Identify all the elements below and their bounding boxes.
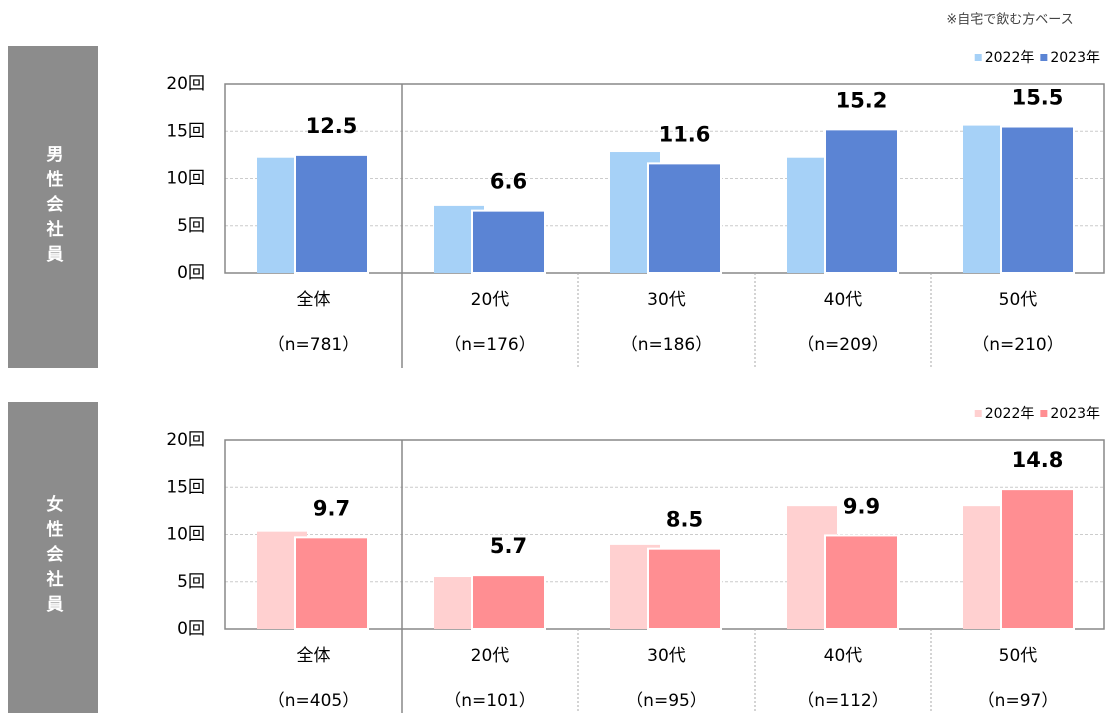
x-tick-label: 20代 [471,290,510,310]
value-label: 9.9 [843,494,880,518]
y-tick-label: 5回 [177,216,205,236]
y-tick-label: 15回 [166,121,205,141]
side-label-box: 男性会社員 [8,46,98,368]
bar [1000,488,1075,631]
side-label: 男性会社員 [42,144,63,270]
y-tick-label: 20回 [166,74,205,94]
x-tick-label: 全体 [297,646,331,666]
sample-size: （n=176） [444,335,535,355]
x-tick-label: 50代 [999,290,1038,310]
y-tick-label: 20回 [166,430,205,450]
value-label: 14.8 [1012,448,1064,472]
legend-label: 2022年 [985,50,1035,66]
bar [824,128,899,274]
bar [294,153,369,274]
x-tick-label: 40代 [824,290,863,310]
y-tick-label: 0回 [177,263,205,283]
y-tick-label: 0回 [177,619,205,639]
value-label: 9.7 [313,496,350,520]
y-tick-label: 10回 [166,169,205,189]
y-tick-label: 10回 [166,525,205,545]
side-label-box: 女性会社員 [8,402,98,713]
legend-label: 2022年 [985,406,1035,422]
legend-swatch [974,54,982,61]
y-tick-label: 5回 [177,572,205,592]
sample-size: （n=405） [268,691,359,711]
sample-size: （n=95） [626,691,707,711]
side-label: 女性会社員 [42,495,63,620]
bar [647,162,722,275]
value-label: 8.5 [666,508,703,532]
value-label: 5.7 [490,534,527,558]
note: ※自宅で飲む方ベース [946,12,1073,28]
value-label: 15.2 [836,88,888,112]
value-label: 12.5 [306,114,358,138]
x-tick-label: 20代 [471,646,510,666]
value-label: 11.6 [659,122,711,146]
x-tick-label: 50代 [999,646,1038,666]
legend-label: 2023年 [1050,50,1100,66]
sample-size: （n=97） [978,691,1059,711]
sample-size: （n=112） [797,691,888,711]
legend-label: 2023年 [1050,406,1100,422]
sample-size: （n=209） [797,335,888,355]
sample-size: （n=101） [444,691,535,711]
legend-swatch [974,410,982,417]
value-label: 15.5 [1012,86,1064,110]
bar [471,574,546,631]
x-tick-label: 30代 [647,646,686,666]
sample-size: （n=210） [972,335,1063,355]
x-tick-label: 全体 [297,290,331,310]
value-label: 6.6 [490,170,527,194]
x-tick-label: 30代 [647,290,686,310]
bar [824,534,899,631]
bar [294,536,369,631]
bar [471,209,546,275]
legend-swatch [1040,54,1048,61]
sample-size: （n=781） [268,335,359,355]
bar [647,547,722,630]
legend-swatch [1040,410,1048,417]
y-tick-label: 15回 [166,477,205,497]
bar [1000,125,1075,275]
x-tick-label: 40代 [824,646,863,666]
sample-size: （n=186） [621,335,712,355]
